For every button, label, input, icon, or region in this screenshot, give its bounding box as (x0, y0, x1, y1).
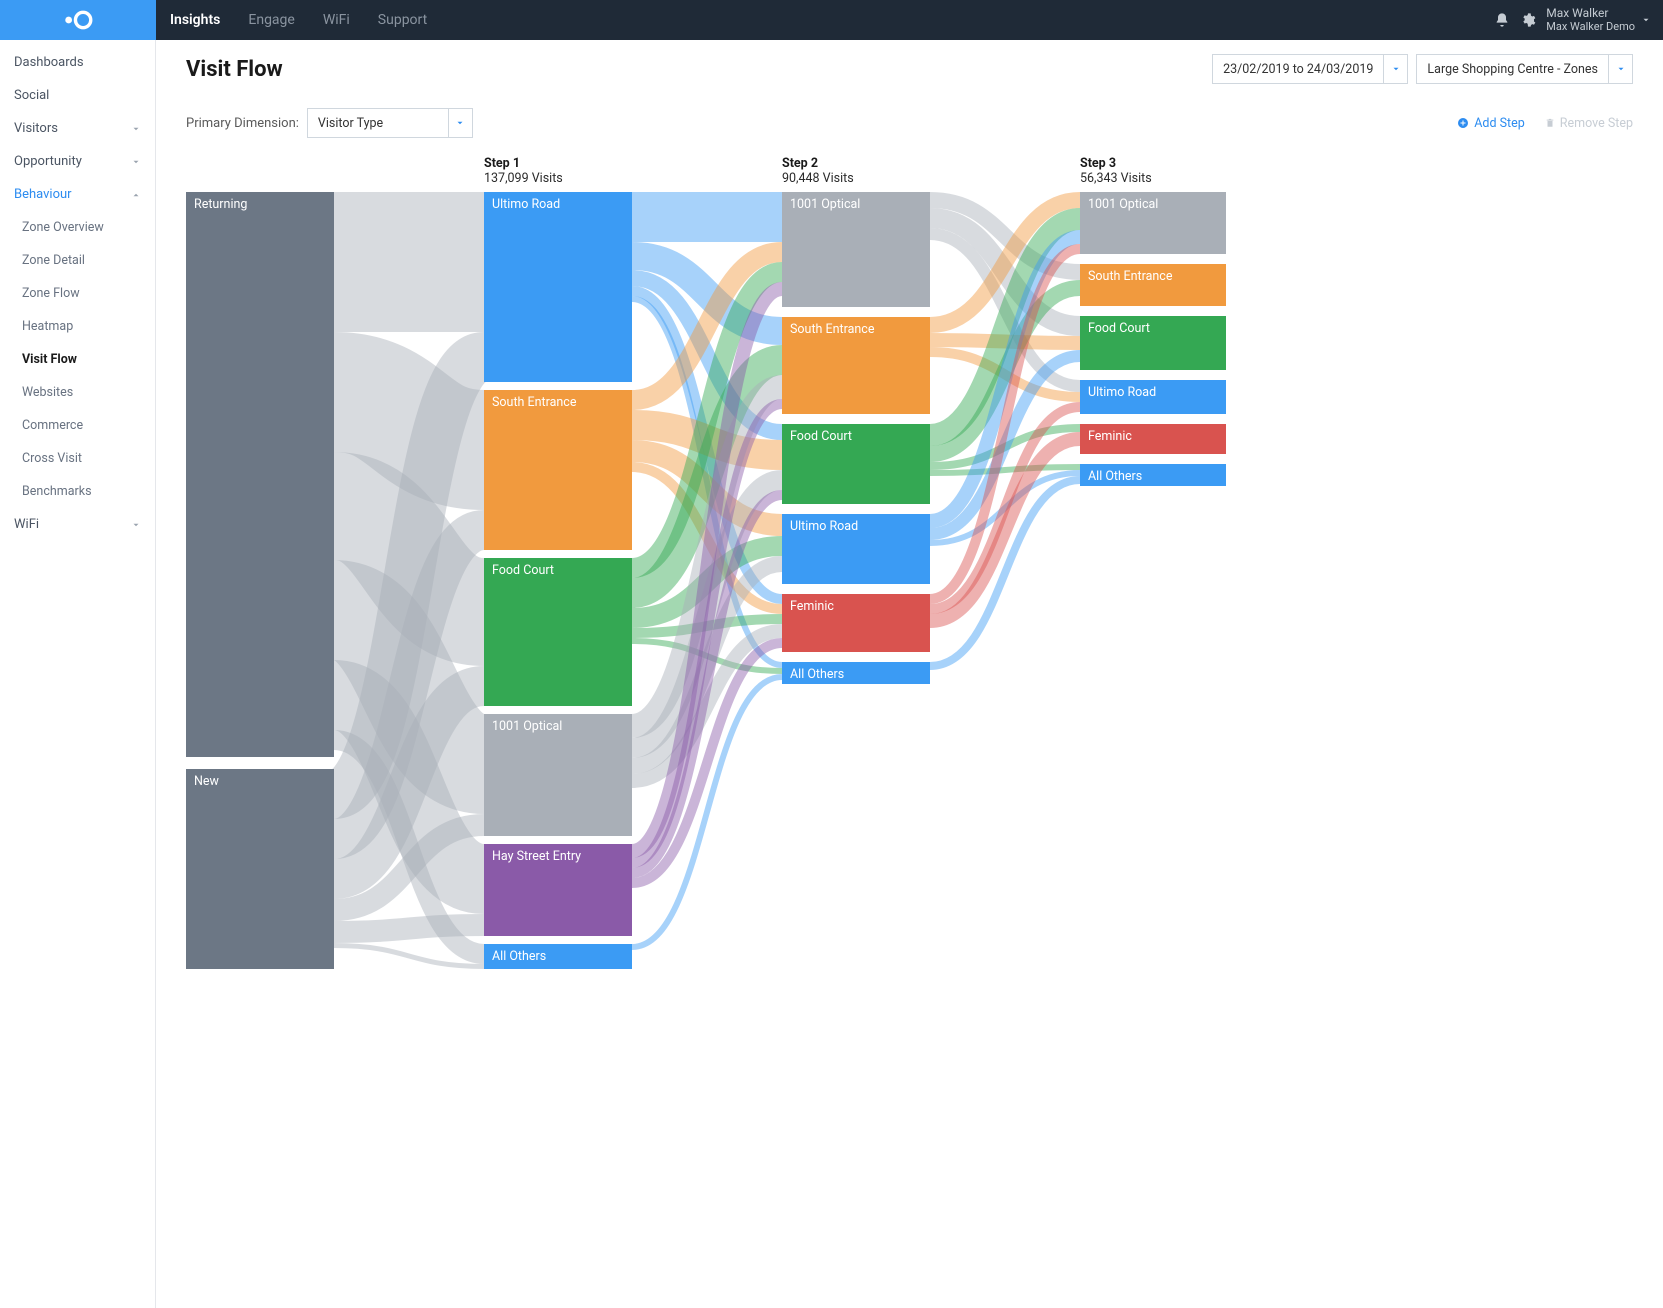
date-range-value: 23/02/2019 to 24/03/2019 (1213, 62, 1383, 77)
chevron-down-icon (1383, 55, 1407, 83)
sankey-node-label: South Entrance (790, 322, 875, 337)
sidebar-item-visit-flow[interactable]: Visit Flow (0, 343, 155, 376)
topbar: InsightsEngageWiFiSupport Max Walker Max… (0, 0, 1663, 40)
primary-dimension-value: Visitor Type (308, 116, 448, 131)
add-step-label: Add Step (1474, 116, 1525, 131)
location-value: Large Shopping Centre - Zones (1417, 62, 1608, 77)
step-header-3: Step 356,343 Visits (1080, 156, 1152, 186)
sidebar-item-heatmap[interactable]: Heatmap (0, 310, 155, 343)
plus-circle-icon (1457, 117, 1469, 129)
sankey-node-c1n1[interactable] (484, 390, 632, 550)
brand-logo[interactable] (0, 0, 156, 40)
sidebar-item-wifi[interactable]: WiFi (0, 508, 155, 541)
sankey-node-label: South Entrance (1088, 269, 1173, 284)
user-menu[interactable]: Max Walker Max Walker Demo (1546, 7, 1651, 32)
sankey-node-label: 1001 Optical (492, 719, 562, 734)
sankey-node-label: 1001 Optical (1088, 197, 1158, 212)
sankey-chart: Step 1137,099 VisitsStep 290,448 VisitsS… (186, 192, 1633, 982)
add-step-button[interactable]: Add Step (1457, 116, 1525, 131)
sidebar-item-cross-visit[interactable]: Cross Visit (0, 442, 155, 475)
sankey-node-label: All Others (1088, 469, 1142, 484)
sankey-node-label: New (194, 774, 220, 789)
sankey-link[interactable] (334, 925, 484, 932)
topnav-item-wifi[interactable]: WiFi (309, 0, 364, 40)
user-org: Max Walker Demo (1546, 21, 1635, 33)
sankey-node-label: Ultimo Road (790, 519, 858, 534)
sankey-node-label: Food Court (1088, 321, 1150, 336)
main: Visit Flow 23/02/2019 to 24/03/2019 Larg… (156, 40, 1663, 1308)
sidebar-item-zone-flow[interactable]: Zone Flow (0, 277, 155, 310)
chevron-down-icon (1641, 12, 1651, 28)
sankey-node-label: Hay Street Entry (492, 849, 581, 864)
sankey-node-c0n0[interactable] (186, 192, 334, 757)
user-name: Max Walker (1546, 7, 1635, 20)
sankey-node-c1n2[interactable] (484, 558, 632, 706)
sankey-node-label: Ultimo Road (1088, 385, 1156, 400)
location-select[interactable]: Large Shopping Centre - Zones (1416, 54, 1633, 84)
chevron-down-icon (448, 109, 472, 137)
sidebar-item-zone-overview[interactable]: Zone Overview (0, 211, 155, 244)
topnav: InsightsEngageWiFiSupport (156, 0, 441, 40)
primary-dimension-label: Primary Dimension: (186, 116, 299, 131)
sidebar-item-zone-detail[interactable]: Zone Detail (0, 244, 155, 277)
topnav-item-insights[interactable]: Insights (156, 0, 234, 40)
sidebar-item-opportunity[interactable]: Opportunity (0, 145, 155, 178)
sidebar: DashboardsSocialVisitorsOpportunityBehav… (0, 40, 156, 1308)
sankey-node-label: All Others (790, 667, 844, 682)
gear-icon[interactable] (1520, 12, 1536, 28)
primary-dimension-select[interactable]: Visitor Type (307, 108, 473, 138)
sankey-node-c1n0[interactable] (484, 192, 632, 382)
trash-icon (1545, 117, 1555, 129)
sidebar-item-social[interactable]: Social (0, 79, 155, 112)
sankey-links (334, 200, 1080, 967)
date-range-select[interactable]: 23/02/2019 to 24/03/2019 (1212, 54, 1408, 84)
sankey-node-label: South Entrance (492, 395, 577, 410)
sankey-node-label: Food Court (790, 429, 852, 444)
sankey-node-label: Feminic (790, 599, 834, 614)
sankey-node-label: Ultimo Road (492, 197, 560, 212)
remove-step-button[interactable]: Remove Step (1545, 116, 1633, 131)
sidebar-item-behaviour[interactable]: Behaviour (0, 178, 155, 211)
sidebar-item-visitors[interactable]: Visitors (0, 112, 155, 145)
top-right: Max Walker Max Walker Demo (1494, 0, 1663, 40)
step-header-2: Step 290,448 Visits (782, 156, 854, 186)
sankey-node-label: Returning (194, 197, 247, 212)
sidebar-item-commerce[interactable]: Commerce (0, 409, 155, 442)
topnav-item-engage[interactable]: Engage (234, 0, 308, 40)
topnav-item-support[interactable]: Support (364, 0, 441, 40)
bell-icon[interactable] (1494, 12, 1510, 28)
sankey-node-label: All Others (492, 949, 546, 964)
step-header-1: Step 1137,099 Visits (484, 156, 563, 186)
sankey-node-c0n1[interactable] (186, 769, 334, 969)
sankey-node-label: 1001 Optical (790, 197, 860, 212)
sankey-node-label: Feminic (1088, 429, 1132, 444)
sidebar-item-dashboards[interactable]: Dashboards (0, 46, 155, 79)
page-title: Visit Flow (186, 57, 283, 82)
chevron-down-icon (1608, 55, 1632, 83)
sankey-node-label: Food Court (492, 563, 554, 578)
sidebar-item-benchmarks[interactable]: Benchmarks (0, 475, 155, 508)
remove-step-label: Remove Step (1560, 116, 1633, 131)
sidebar-item-websites[interactable]: Websites (0, 376, 155, 409)
